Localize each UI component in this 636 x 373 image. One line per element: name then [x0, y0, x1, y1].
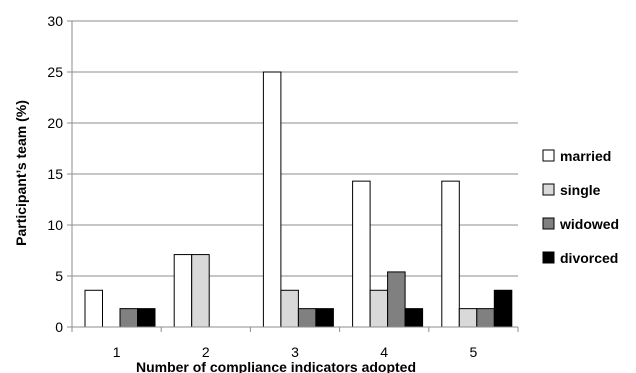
bar-married-2 — [173, 254, 193, 328]
bar-single-5 — [458, 308, 478, 328]
bar-widowed-1 — [119, 308, 138, 328]
legend-swatch-widowed — [542, 217, 555, 230]
y-tick-label: 20 — [47, 115, 63, 131]
legend-label-widowed: widowed — [559, 216, 619, 232]
y-tick-label: 10 — [47, 217, 63, 233]
legend: married single widowed divorced — [542, 148, 619, 266]
legend-label-divorced: divorced — [560, 250, 618, 266]
bar-single-2 — [191, 254, 210, 328]
bar-single-4 — [369, 289, 389, 328]
legend-swatch-single — [542, 183, 555, 196]
y-tick-label: 15 — [47, 166, 63, 182]
bar-widowed-4 — [387, 271, 406, 328]
axes — [67, 20, 519, 332]
bar-married-4 — [352, 180, 371, 328]
x-tick-label: 1 — [113, 344, 121, 360]
y-tick-label: 25 — [47, 64, 63, 80]
bar-single-3 — [280, 289, 299, 328]
bar-married-1 — [84, 289, 103, 328]
bar-divorced-4 — [404, 308, 424, 328]
tick-labels: 0 5 10 15 20 25 30 1 2 3 4 5 — [47, 13, 477, 360]
bar-divorced-3 — [315, 308, 334, 328]
x-tick-label: 2 — [202, 344, 210, 360]
bar-widowed-3 — [297, 308, 317, 328]
legend-label-single: single — [560, 182, 601, 198]
legend-label-married: married — [560, 148, 611, 164]
x-axis-title: Number of compliance indicators adopted — [136, 359, 416, 373]
x-tick-label: 4 — [380, 344, 388, 360]
bars — [84, 71, 513, 328]
y-tick-label: 30 — [47, 13, 63, 29]
x-tick-label: 5 — [470, 344, 478, 360]
legend-swatch-divorced — [542, 251, 555, 264]
bar-widowed-5 — [476, 308, 495, 328]
y-axis-title: Participant’s team (%) — [13, 100, 29, 246]
x-tick-label: 3 — [291, 344, 299, 360]
bar-married-3 — [262, 71, 282, 328]
bar-divorced-5 — [493, 289, 513, 328]
bar-divorced-1 — [137, 308, 156, 328]
bar-married-5 — [441, 180, 460, 328]
y-tick-label: 5 — [55, 268, 63, 284]
legend-swatch-married — [542, 149, 555, 162]
y-tick-label: 0 — [55, 319, 63, 335]
